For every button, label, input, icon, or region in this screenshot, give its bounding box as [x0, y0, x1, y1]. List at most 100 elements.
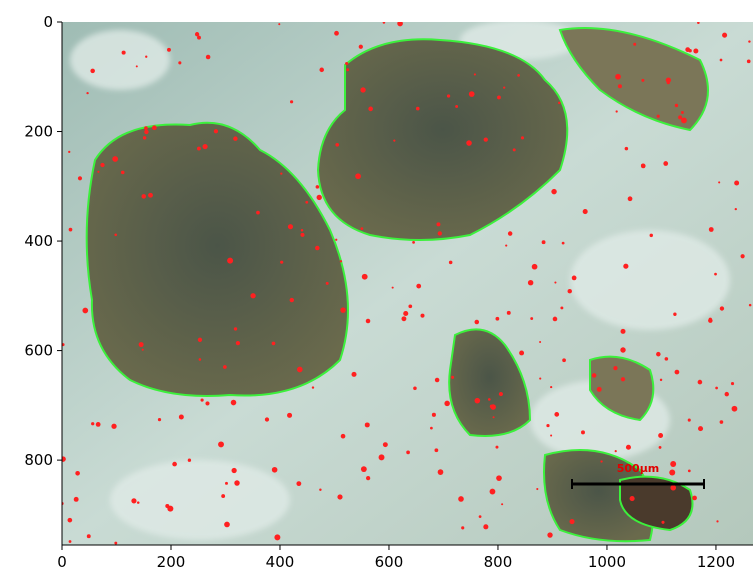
speck: [144, 126, 148, 130]
speck: [274, 534, 280, 540]
speck: [731, 382, 734, 385]
speck: [224, 522, 230, 528]
speck: [449, 261, 453, 265]
speck: [214, 129, 218, 133]
speck: [572, 276, 577, 281]
speck: [272, 467, 278, 473]
speck: [667, 81, 670, 84]
speck: [69, 228, 73, 232]
speck: [136, 65, 138, 67]
speck: [747, 60, 751, 64]
speck: [436, 222, 440, 226]
speck: [600, 460, 602, 462]
speck: [326, 282, 329, 285]
speck: [547, 532, 552, 537]
speck: [501, 503, 503, 505]
speck: [145, 56, 147, 58]
speck: [554, 281, 556, 283]
speck: [141, 194, 146, 199]
x-tick-label: 200: [157, 553, 186, 571]
speck: [539, 377, 541, 379]
speck: [69, 540, 72, 543]
speck: [114, 233, 117, 236]
speck: [475, 320, 480, 325]
scale-bar-label: 500µm: [617, 462, 660, 475]
speck: [626, 445, 631, 450]
speck: [361, 227, 364, 230]
speck: [250, 293, 255, 298]
speck: [503, 86, 505, 88]
speck: [340, 307, 346, 313]
speck: [539, 341, 541, 343]
y-tick-label: 200: [24, 123, 53, 141]
speck: [692, 496, 697, 501]
speck: [592, 373, 597, 378]
speck: [670, 485, 676, 491]
y-tick-label: 400: [24, 232, 53, 250]
speck: [316, 185, 320, 189]
x-tick-label: 800: [484, 553, 513, 571]
speck: [312, 386, 314, 388]
speck: [466, 140, 472, 146]
speck: [633, 43, 636, 46]
speck: [195, 32, 199, 36]
speck: [657, 115, 660, 118]
speck: [558, 102, 561, 105]
speck: [625, 147, 628, 150]
speck: [722, 33, 727, 38]
speck: [278, 23, 280, 25]
speck: [451, 376, 454, 379]
speck: [597, 387, 602, 392]
speck: [366, 476, 370, 480]
speck: [142, 349, 144, 351]
speck: [198, 338, 202, 342]
speck: [720, 420, 724, 424]
speck: [681, 117, 687, 123]
speck: [231, 400, 237, 406]
y-tick-label: 800: [24, 451, 53, 469]
speck: [412, 241, 415, 244]
speck: [416, 107, 420, 111]
speck: [484, 137, 488, 141]
speck: [112, 156, 118, 162]
speck: [144, 130, 148, 134]
speck: [715, 387, 718, 390]
speck: [474, 73, 476, 75]
speck: [673, 313, 676, 316]
speck: [383, 442, 388, 447]
speck: [111, 424, 116, 429]
speck: [265, 417, 269, 421]
speck: [392, 287, 394, 289]
speck: [693, 48, 698, 53]
speck: [521, 136, 524, 139]
speck: [748, 40, 750, 42]
speck: [720, 306, 724, 310]
speck: [345, 62, 348, 65]
speck: [87, 534, 91, 538]
speck: [495, 446, 498, 449]
speck: [221, 494, 225, 498]
speck: [621, 329, 626, 334]
speck: [337, 494, 342, 499]
speck: [698, 426, 703, 431]
speck: [397, 21, 403, 27]
speck: [488, 398, 491, 401]
speck: [206, 55, 211, 60]
speck: [199, 358, 202, 361]
speck: [305, 201, 308, 204]
speck: [272, 342, 276, 346]
speck: [663, 161, 668, 166]
speck: [90, 69, 95, 74]
speck: [256, 211, 260, 215]
speck: [413, 387, 417, 391]
speck: [143, 136, 146, 139]
speck: [493, 416, 495, 418]
speck: [528, 280, 533, 285]
speck: [720, 59, 723, 62]
speck: [532, 264, 538, 270]
speck: [613, 366, 617, 370]
speck: [568, 289, 572, 293]
x-tick-label: 400: [266, 553, 295, 571]
speck: [688, 469, 691, 472]
speck: [335, 239, 337, 241]
